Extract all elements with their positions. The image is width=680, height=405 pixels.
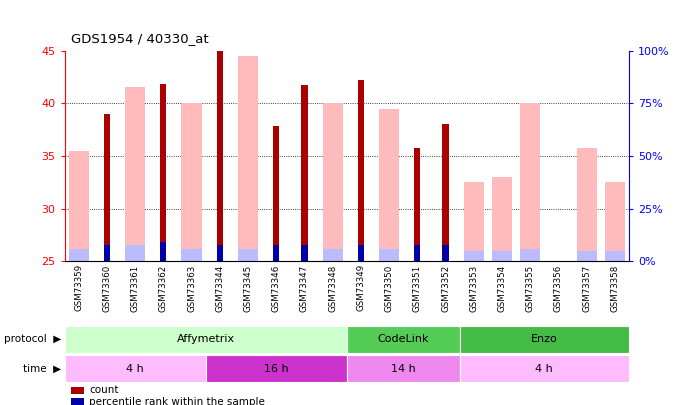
Text: 16 h: 16 h [264, 364, 288, 373]
Bar [460, 355, 629, 382]
Bar [69, 249, 89, 261]
Bar [379, 249, 399, 261]
Text: GSM73346: GSM73346 [272, 264, 281, 311]
Text: 14 h: 14 h [391, 364, 415, 373]
Text: Affymetrix: Affymetrix [177, 335, 235, 344]
Bar [460, 326, 629, 353]
Bar [322, 249, 343, 261]
Text: GSM73353: GSM73353 [469, 264, 478, 311]
Bar [464, 251, 484, 261]
Bar [125, 245, 146, 261]
Bar [347, 355, 460, 382]
Text: GSM73355: GSM73355 [526, 264, 534, 311]
Bar [217, 245, 223, 261]
Text: GSM73361: GSM73361 [131, 264, 139, 311]
Text: GDS1954 / 40330_at: GDS1954 / 40330_at [71, 32, 209, 45]
Bar [65, 326, 347, 353]
Text: protocol  ▶: protocol ▶ [4, 335, 61, 344]
Text: 4 h: 4 h [535, 364, 554, 373]
Text: percentile rank within the sample: percentile rank within the sample [89, 397, 265, 405]
Bar [104, 114, 110, 261]
Text: GSM73357: GSM73357 [582, 264, 591, 311]
Bar [358, 80, 364, 261]
Text: GSM73363: GSM73363 [187, 264, 196, 311]
Bar [182, 103, 202, 261]
Text: CodeLink: CodeLink [377, 335, 429, 344]
Bar [322, 103, 343, 261]
Bar [520, 249, 541, 261]
Text: time  ▶: time ▶ [23, 364, 61, 373]
Text: GSM73349: GSM73349 [356, 264, 365, 311]
Text: GSM73350: GSM73350 [385, 264, 394, 311]
Text: GSM73360: GSM73360 [103, 264, 112, 311]
Text: GSM73348: GSM73348 [328, 264, 337, 311]
Bar [160, 84, 167, 261]
Text: GSM73359: GSM73359 [74, 264, 83, 311]
Bar [605, 182, 625, 261]
Bar [577, 147, 597, 261]
Bar [492, 177, 512, 261]
Text: GSM73354: GSM73354 [498, 264, 507, 311]
Bar [520, 103, 541, 261]
Text: GSM73352: GSM73352 [441, 264, 450, 311]
Bar [358, 245, 364, 261]
Bar [65, 355, 205, 382]
Bar [379, 109, 399, 261]
Bar [443, 124, 449, 261]
Text: Enzo: Enzo [531, 335, 558, 344]
Bar [492, 251, 512, 261]
Bar [605, 251, 625, 261]
Bar [182, 249, 202, 261]
Text: GSM73362: GSM73362 [159, 264, 168, 311]
Bar [217, 51, 223, 261]
Bar [443, 245, 449, 261]
Bar [125, 87, 146, 261]
Text: GSM73356: GSM73356 [554, 264, 563, 311]
Bar [347, 326, 460, 353]
Text: count: count [89, 386, 118, 395]
Text: GSM73344: GSM73344 [216, 264, 224, 311]
Bar [414, 245, 420, 261]
Text: GSM73345: GSM73345 [243, 264, 252, 311]
Bar [104, 245, 110, 261]
Bar [273, 245, 279, 261]
Bar [577, 251, 597, 261]
Text: GSM73347: GSM73347 [300, 264, 309, 311]
Bar [205, 355, 347, 382]
Text: GSM73358: GSM73358 [611, 264, 619, 311]
Bar [464, 182, 484, 261]
Text: 4 h: 4 h [126, 364, 144, 373]
Bar [238, 56, 258, 261]
Bar [69, 151, 89, 261]
Bar [238, 249, 258, 261]
Bar [301, 245, 307, 261]
Bar [301, 85, 307, 261]
Bar [273, 126, 279, 261]
Bar [414, 147, 420, 261]
Bar [160, 242, 167, 261]
Text: GSM73351: GSM73351 [413, 264, 422, 311]
